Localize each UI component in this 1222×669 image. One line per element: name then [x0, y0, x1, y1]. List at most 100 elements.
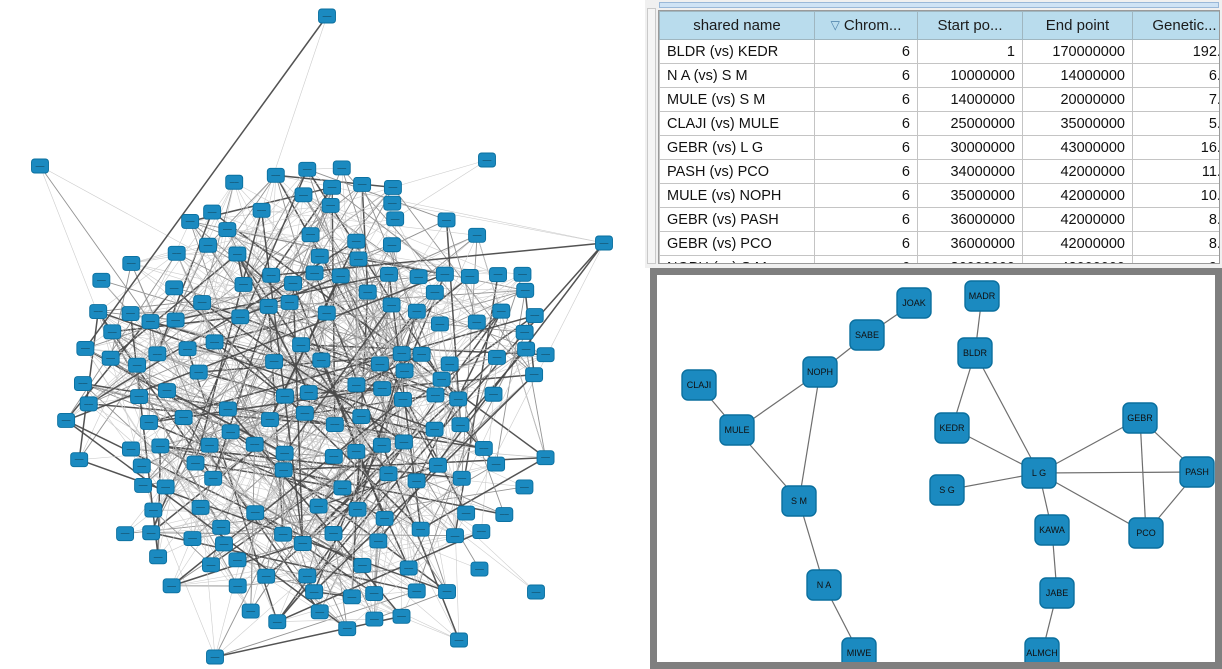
large-network-edge[interactable]	[212, 306, 270, 479]
column-header-end-point[interactable]: End point	[1022, 11, 1133, 40]
subnetwork-node[interactable]: JABE	[1039, 577, 1075, 609]
node-shape[interactable]	[310, 248, 329, 264]
large-network-edge[interactable]	[110, 263, 132, 359]
node-shape[interactable]	[191, 499, 210, 515]
large-network-node[interactable]: ——	[151, 438, 170, 454]
table-cell[interactable]: MULE (vs) S M	[659, 87, 815, 112]
subnetwork-node[interactable]: N A	[806, 569, 842, 601]
large-network-node[interactable]: ——	[178, 341, 197, 357]
large-network-edge[interactable]	[156, 245, 209, 355]
edge-attribute-table[interactable]: shared name ▽ Chrom... Start po... End po…	[659, 11, 1219, 263]
node-shape[interactable]	[252, 202, 271, 218]
node-shape[interactable]	[274, 462, 293, 478]
large-network-edge[interactable]	[382, 363, 450, 390]
large-network-node[interactable]: ——	[353, 557, 372, 573]
node-shape[interactable]	[215, 536, 233, 552]
node-shape[interactable]	[394, 434, 413, 450]
large-network-edge[interactable]	[333, 456, 379, 542]
node-shape[interactable]	[370, 356, 389, 372]
node-shape[interactable]	[140, 414, 158, 430]
large-network-node[interactable]: ——	[149, 549, 168, 565]
large-network-edge[interactable]	[153, 509, 212, 566]
large-network-node[interactable]: ——	[515, 479, 534, 495]
node-shape[interactable]	[317, 305, 336, 321]
node-shape[interactable]	[295, 405, 314, 421]
large-network-node[interactable]: ——	[318, 8, 336, 24]
large-network-edge[interactable]	[209, 291, 436, 446]
table-cell[interactable]: 10.5	[1132, 183, 1219, 208]
large-network-edge[interactable]	[171, 398, 404, 587]
large-network-edge[interactable]	[138, 396, 505, 515]
large-network-node[interactable]: ——	[324, 525, 343, 541]
node-shape[interactable]	[392, 346, 411, 362]
node-shape[interactable]	[246, 505, 265, 521]
large-network-node[interactable]: ——	[394, 392, 412, 407]
subnetwork-node[interactable]: ALMCH	[1024, 637, 1060, 662]
large-network-edge[interactable]	[153, 253, 238, 511]
node-shape[interactable]	[276, 388, 294, 404]
node-shape[interactable]	[241, 603, 260, 619]
large-network-node[interactable]: ——	[261, 412, 279, 428]
node-shape[interactable]	[896, 287, 932, 319]
large-network-node[interactable]: ——	[186, 455, 205, 471]
large-network-edge[interactable]	[341, 167, 403, 354]
table-cell[interactable]: 8.4	[1132, 231, 1219, 256]
table-cell[interactable]: 43000000	[1022, 135, 1133, 160]
node-shape[interactable]	[203, 204, 222, 220]
large-network-edge[interactable]	[130, 448, 402, 617]
node-shape[interactable]	[231, 309, 250, 325]
node-shape[interactable]	[156, 479, 175, 495]
node-shape[interactable]	[338, 621, 357, 637]
large-network-node[interactable]: ——	[395, 363, 414, 379]
large-network-node[interactable]: ——	[200, 437, 219, 453]
large-network-node[interactable]: ——	[383, 195, 402, 211]
subnetwork-node[interactable]: SABE	[849, 319, 885, 351]
large-network-node[interactable]: ——	[218, 222, 237, 237]
subnetwork-node[interactable]: JOAK	[896, 287, 932, 319]
subnetwork-node[interactable]: BLDR	[957, 337, 993, 369]
subnetwork-panel[interactable]: JOAK SABE NOPH CLAJI MULE S M N A MIWE MADR BLDR K…	[650, 268, 1222, 669]
large-network-node[interactable]: ——	[513, 266, 532, 282]
node-shape[interactable]	[841, 637, 877, 662]
large-network-node[interactable]: ——	[292, 337, 311, 353]
large-network-edge[interactable]	[97, 310, 435, 430]
node-shape[interactable]	[957, 337, 993, 369]
large-network-node[interactable]: ——	[369, 533, 388, 549]
large-network-edge[interactable]	[318, 464, 439, 507]
large-network-node[interactable]: ——	[370, 356, 389, 372]
large-network-node[interactable]: ——	[365, 586, 384, 602]
node-shape[interactable]	[204, 470, 223, 486]
table-cell[interactable]: NOPH (vs) S M	[659, 255, 815, 263]
large-network-edge[interactable]	[65, 187, 394, 421]
node-shape[interactable]	[681, 369, 717, 401]
large-network-node[interactable]: ——	[468, 227, 487, 243]
large-network-node[interactable]: ——	[132, 458, 151, 474]
large-network-node[interactable]: ——	[347, 233, 366, 249]
large-network-node[interactable]: ——	[394, 434, 413, 450]
large-network-node[interactable]: ——	[310, 604, 329, 620]
large-network-node[interactable]: ——	[525, 308, 544, 324]
large-network-node[interactable]: ——	[478, 152, 496, 168]
large-network-edge[interactable]	[88, 255, 320, 405]
table-cell[interactable]: 16.9	[1132, 135, 1219, 160]
node-shape[interactable]	[266, 167, 285, 183]
node-shape[interactable]	[234, 276, 253, 292]
large-network-node[interactable]: ——	[128, 357, 147, 373]
node-shape[interactable]	[332, 160, 351, 176]
large-network-edge[interactable]	[150, 169, 308, 534]
large-network-edge[interactable]	[356, 240, 441, 325]
large-network-node[interactable]: ——	[382, 297, 401, 313]
node-shape[interactable]	[525, 308, 544, 324]
node-shape[interactable]	[348, 501, 367, 517]
node-shape[interactable]	[101, 350, 120, 366]
large-network-node[interactable]: ——	[162, 578, 181, 594]
node-shape[interactable]	[205, 334, 224, 350]
large-network-node[interactable]: ——	[470, 561, 489, 577]
node-shape[interactable]	[515, 324, 534, 340]
subnetwork-node[interactable]: GEBR	[1122, 402, 1158, 434]
node-shape[interactable]	[382, 237, 401, 253]
large-network-node[interactable]: ——	[488, 350, 506, 365]
node-shape[interactable]	[262, 267, 281, 283]
node-shape[interactable]	[719, 414, 755, 446]
